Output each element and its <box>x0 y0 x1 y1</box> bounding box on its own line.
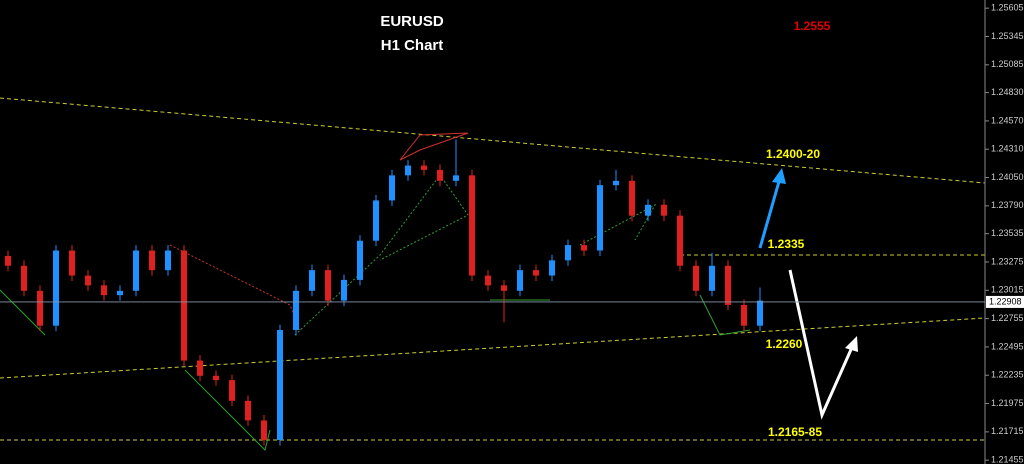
candle-body <box>757 300 763 326</box>
candle-body <box>485 275 491 286</box>
annotation: 1.2165-85 <box>768 425 822 439</box>
candle-body <box>645 204 651 216</box>
trend-line <box>0 317 986 379</box>
candle-body <box>341 279 347 301</box>
candle-body <box>101 285 107 296</box>
candle-body <box>37 290 43 326</box>
candle-body <box>453 175 459 181</box>
annotation: 1.2400-20 <box>766 147 820 161</box>
y-tick-label: 1.22235 <box>991 370 1024 380</box>
candle-body <box>629 180 635 216</box>
candle-body <box>597 185 603 251</box>
y-tick-label: 1.25345 <box>991 31 1024 41</box>
pattern-line <box>399 132 469 161</box>
y-tick-label: 1.23535 <box>991 228 1024 238</box>
candle-body <box>677 215 683 266</box>
candle-body <box>661 204 667 216</box>
candle-body <box>725 265 731 305</box>
y-tick-label: 1.24310 <box>991 144 1024 154</box>
y-tick-label: 1.24830 <box>991 87 1024 97</box>
candle-body <box>325 270 331 301</box>
candle-body <box>149 250 155 271</box>
chart-title: EURUSD <box>380 13 444 30</box>
candle-body <box>53 250 59 326</box>
candle-body <box>357 240 363 280</box>
chart-subtitle: H1 Chart <box>381 37 444 54</box>
candle-body <box>469 175 475 276</box>
candle-body <box>565 245 571 261</box>
annotation: 1.2555 <box>794 19 831 33</box>
candle-body <box>517 270 523 291</box>
pattern-line <box>184 369 271 451</box>
candle-body <box>133 250 139 291</box>
candle-body <box>533 270 539 276</box>
candle-body <box>181 250 187 361</box>
y-tick-label: 1.23790 <box>991 200 1024 210</box>
y-tick-label: 1.23275 <box>991 256 1024 266</box>
candle-body <box>693 265 699 291</box>
y-tick-label: 1.21975 <box>991 398 1024 408</box>
annotation: 1.2335 <box>768 237 805 251</box>
y-tick-label: 1.25605 <box>991 3 1024 13</box>
candle-body <box>309 270 315 291</box>
candle-body <box>293 290 299 331</box>
candle-body <box>245 400 251 421</box>
candle-body <box>741 304 747 326</box>
candle-body <box>197 360 203 376</box>
candle-body <box>421 165 427 170</box>
candle-body <box>5 255 11 266</box>
y-tick-label: 1.22495 <box>991 341 1024 351</box>
candle-body <box>229 380 235 401</box>
last-price-box <box>986 295 1024 308</box>
y-tick-label: 1.21455 <box>991 455 1024 464</box>
candle-body <box>581 245 587 251</box>
y-tick-label: 1.21715 <box>991 426 1024 436</box>
candle-body <box>549 260 555 276</box>
candle-body <box>613 180 619 186</box>
y-tick-label: 1.22755 <box>991 313 1024 323</box>
candle-body <box>501 285 507 291</box>
pattern-line <box>0 289 46 336</box>
trend-line <box>0 97 986 184</box>
y-tick-label: 1.25085 <box>991 59 1024 69</box>
candle-body <box>405 165 411 176</box>
pattern-line <box>699 294 751 336</box>
candle-body <box>437 169 443 181</box>
candle-body <box>389 175 395 201</box>
arrow-path <box>788 269 855 420</box>
y-tick-label: 1.24050 <box>991 172 1024 182</box>
last-price-label: 1.22908 <box>989 296 1022 306</box>
candle-body <box>69 250 75 276</box>
candle-body <box>277 330 283 441</box>
arrow-head <box>845 336 858 352</box>
pattern-line <box>579 203 657 246</box>
candle-body <box>117 290 123 296</box>
candle-body <box>21 265 27 291</box>
y-tick-label: 1.23015 <box>991 285 1024 295</box>
arrow-up <box>758 177 782 249</box>
arrow-head <box>772 168 786 184</box>
candle-body <box>213 375 219 381</box>
y-tick-label: 1.24570 <box>991 115 1024 125</box>
candle-body <box>261 420 267 441</box>
candle-body <box>165 250 171 271</box>
candle-body <box>709 265 715 291</box>
annotation: 1.2260 <box>766 337 803 351</box>
candle-body <box>85 275 91 286</box>
candle-body <box>373 200 379 241</box>
